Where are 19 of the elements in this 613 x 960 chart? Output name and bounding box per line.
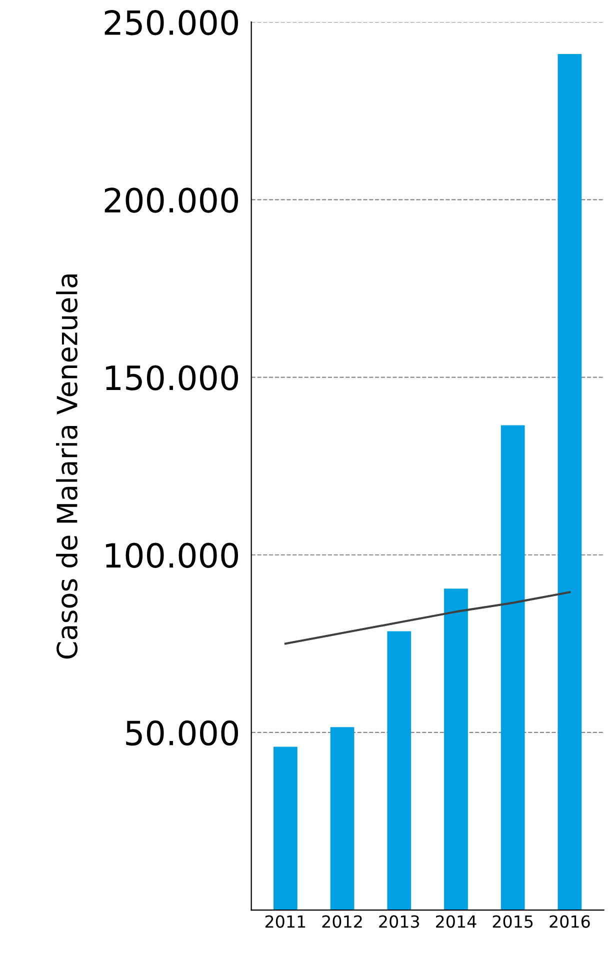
y-axis-title: Casos de Malaria Venezuela xyxy=(56,274,78,659)
bar xyxy=(387,631,412,910)
y-tick-label: 50.000 xyxy=(126,720,238,746)
bar xyxy=(330,727,354,910)
x-tick-label: 2015 xyxy=(492,915,533,928)
x-tick-label: 2016 xyxy=(550,915,590,928)
x-tick-label: 2014 xyxy=(436,915,476,928)
x-tick-label: 2012 xyxy=(322,915,362,928)
bar xyxy=(274,746,298,910)
x-tick-label: 2013 xyxy=(379,915,420,928)
y-tick-label: 150.000 xyxy=(106,365,238,390)
bar xyxy=(444,588,468,910)
y-tick-label: 250.000 xyxy=(104,10,238,36)
bar xyxy=(558,54,582,910)
y-tick-label: 200.000 xyxy=(104,188,238,213)
bar xyxy=(500,425,525,910)
line-series xyxy=(284,591,571,645)
x-tick-label: 2011 xyxy=(265,915,306,928)
y-tick-label: 100.000 xyxy=(106,542,238,568)
